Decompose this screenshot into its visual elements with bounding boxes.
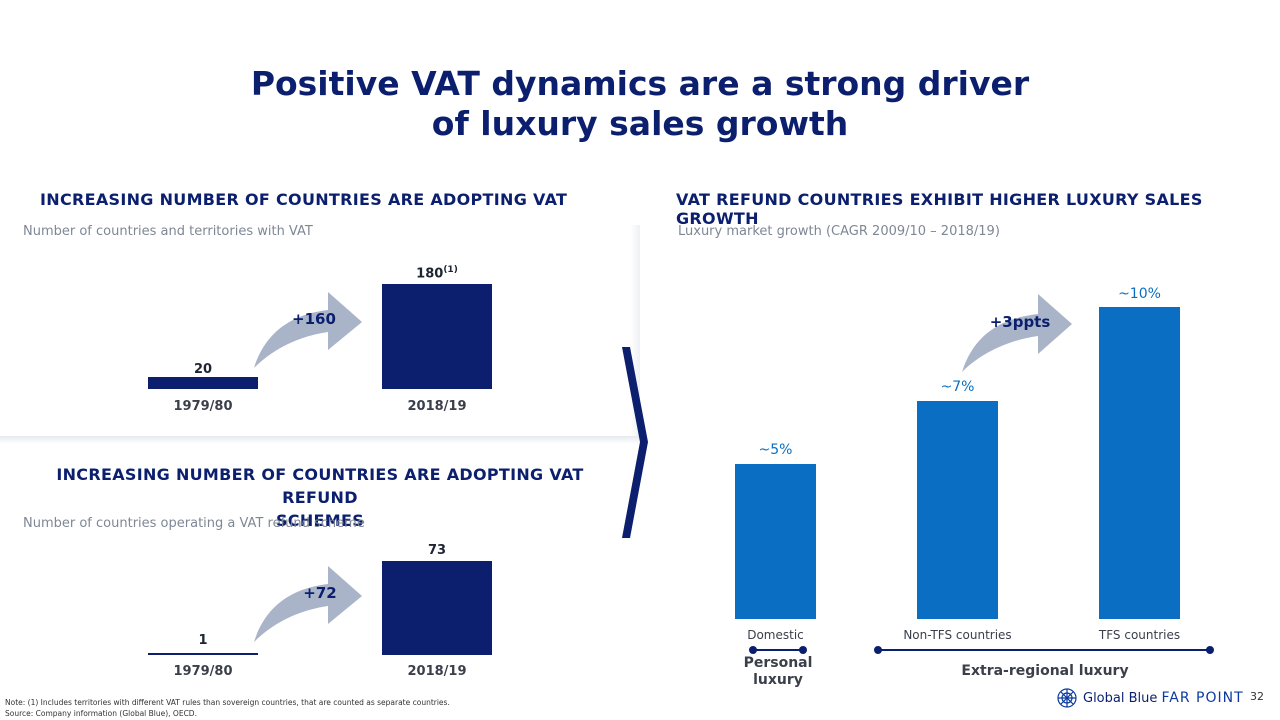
group-label-personal-luxury: Personal luxury (718, 655, 838, 689)
right-subtitle: Luxury market growth (CAGR 2009/10 – 201… (678, 224, 1000, 239)
tick-label-domestic: Domestic (747, 628, 804, 642)
tick-label-non-tfs: Non-TFS countries (903, 628, 1012, 642)
group-label-personal-line-1: Personal (743, 655, 813, 671)
bar-domestic (735, 464, 816, 619)
group-label-extra-regional-luxury: Extra-regional luxury (961, 663, 1129, 679)
tick-label-2018-vat: 2018/19 (407, 399, 467, 414)
footnote-source: Source: Company information (Global Blue… (5, 709, 197, 718)
bar-non-tfs (917, 401, 998, 619)
page-title-line-2: of luxury sales growth (431, 104, 849, 143)
growth-arrow-icon (254, 292, 362, 368)
tick-label-2018-refund: 2018/19 (407, 664, 467, 679)
group-label-personal-line-2: luxury (753, 672, 803, 688)
brand-name-global-blue: Global Blue (1083, 691, 1158, 706)
left-bottom-heading-line-1: INCREASING NUMBER OF COUNTRIES ARE ADOPT… (56, 465, 584, 507)
page-title: Positive VAT dynamics are a strong drive… (0, 64, 1280, 144)
footnote-note: Note: (1) Includes territories with diff… (5, 698, 450, 707)
value-label-2018-refund: 73 (427, 543, 447, 558)
brand-name: Global Blue FAR POINT (1083, 690, 1244, 706)
chevron-right-icon (622, 347, 648, 538)
left-panel-divider (0, 436, 640, 444)
growth-arrow-icon (962, 294, 1072, 372)
left-top-subtitle: Number of countries and territories with… (23, 224, 313, 239)
brand-logo: Global Blue FAR POINT (1056, 686, 1243, 712)
growth-arrow-icon (254, 566, 362, 642)
bar-1979-vat (148, 377, 258, 389)
tick-label-1979-vat: 1979/80 (173, 399, 233, 414)
right-heading: VAT REFUND COUNTRIES EXHIBIT HIGHER LUXU… (676, 190, 1203, 228)
value-label-domestic: ~5% (758, 442, 793, 458)
group-bracket-extra-regional (874, 646, 1214, 654)
bar-1979-refund (148, 653, 258, 655)
left-bottom-heading: INCREASING NUMBER OF COUNTRIES ARE ADOPT… (20, 463, 620, 532)
footnote-marker: (1) (443, 265, 458, 275)
delta-label-vat: +160 (292, 310, 336, 328)
value-label-1979-refund: 1 (198, 633, 208, 648)
value-label-2018-vat-number: 180 (416, 266, 444, 282)
delta-label-refund: +72 (303, 584, 337, 602)
delta-label-tfs: +3ppts (989, 313, 1051, 331)
page-title-line-1: Positive VAT dynamics are a strong drive… (250, 64, 1030, 103)
left-top-panel-edge (630, 225, 640, 440)
value-label-tfs: ~10% (1118, 286, 1161, 302)
bar-2018-refund (382, 561, 492, 655)
tick-label-tfs: TFS countries (1098, 628, 1181, 642)
group-bracket-personal (749, 646, 807, 654)
left-bottom-subtitle: Number of countries operating a VAT refu… (23, 516, 365, 531)
footnote: Note: (1) Includes territories with diff… (5, 697, 645, 719)
left-top-heading: INCREASING NUMBER OF COUNTRIES ARE ADOPT… (40, 190, 568, 209)
left-bottom-heading-line-2: SCHEMES (275, 511, 365, 530)
brand-name-far-point: FAR POINT (1161, 690, 1244, 706)
tick-label-1979-refund: 1979/80 (173, 664, 233, 679)
bar-tfs (1099, 307, 1180, 619)
value-label-2018-vat: 180(1) (382, 265, 492, 281)
bar-2018-vat (382, 284, 492, 389)
value-label-non-tfs: ~7% (940, 379, 975, 395)
value-label-1979-vat: 20 (193, 362, 213, 377)
page-number: 32 (1250, 690, 1264, 703)
global-blue-logo-icon (1057, 688, 1077, 708)
